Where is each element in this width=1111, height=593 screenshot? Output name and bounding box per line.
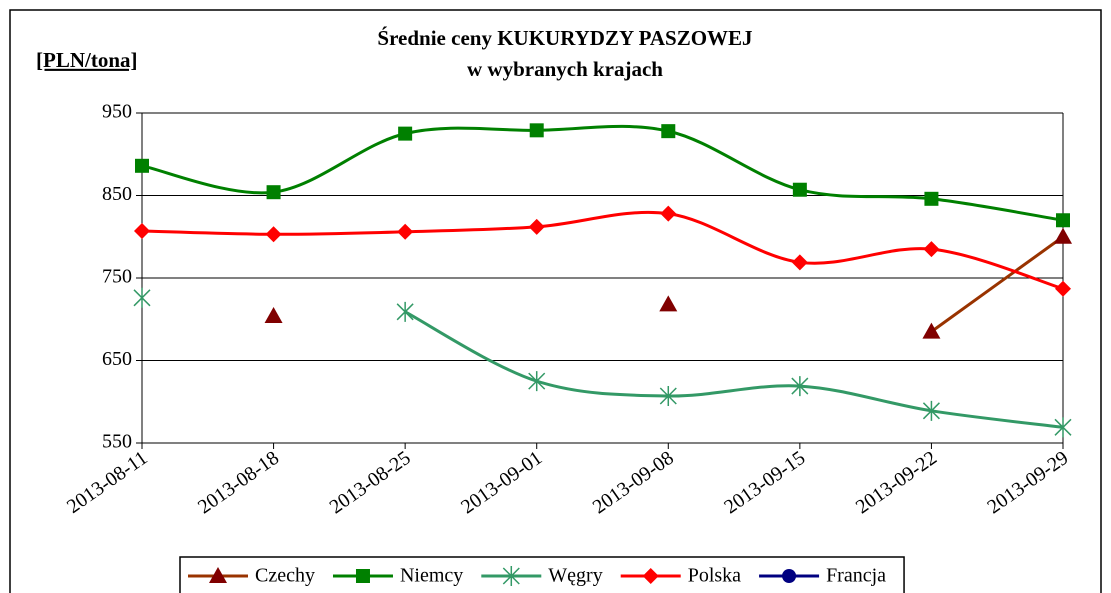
x-tick-label: 2013-08-25 — [326, 447, 415, 519]
x-tick-label: 2013-08-18 — [194, 447, 283, 519]
y-tick-label: 950 — [102, 101, 132, 123]
y-tick-label: 750 — [102, 266, 132, 288]
marker — [266, 185, 281, 200]
marker — [355, 569, 370, 583]
marker — [659, 295, 678, 312]
marker — [659, 385, 677, 406]
series-line — [141, 124, 1064, 222]
x-tick-label: 2013-09-01 — [457, 447, 546, 519]
legend-label: Czechy — [255, 565, 315, 587]
y-axis-label: [PLN/tona] — [36, 48, 138, 72]
y-tick-label: 850 — [102, 183, 132, 205]
marker — [265, 226, 282, 243]
x-tick-label: 2013-09-29 — [983, 447, 1072, 519]
marker — [782, 569, 797, 583]
marker — [133, 287, 151, 308]
marker — [661, 124, 676, 139]
marker — [1054, 417, 1072, 438]
legend-label: Węgry — [548, 565, 602, 587]
marker — [922, 322, 941, 339]
marker — [1054, 227, 1072, 244]
marker — [135, 158, 149, 173]
x-tick-label: 2013-09-08 — [589, 447, 678, 519]
marker — [396, 301, 414, 322]
marker — [1056, 213, 1070, 228]
marker — [398, 126, 413, 141]
series-line — [930, 235, 1064, 333]
marker — [134, 222, 150, 239]
marker — [397, 223, 414, 240]
marker — [924, 191, 939, 206]
marker — [660, 205, 677, 222]
y-tick-label: 650 — [102, 348, 132, 370]
x-tick-label: 2013-08-11 — [63, 447, 151, 518]
series-line — [141, 210, 1064, 291]
marker — [922, 400, 940, 421]
marker — [791, 376, 809, 397]
marker — [528, 218, 545, 235]
marker — [528, 371, 546, 392]
marker — [1055, 280, 1071, 297]
legend: Czechy Niemcy Węgry Polska Francja — [179, 556, 905, 593]
series-line — [404, 310, 1064, 429]
legend-label: Francja — [826, 565, 886, 587]
chart-subtitle: w wybranych krajach — [467, 57, 663, 81]
marker — [264, 306, 283, 323]
marker — [209, 567, 227, 583]
marker — [923, 241, 940, 258]
x-tick-label: 2013-09-15 — [720, 447, 809, 519]
x-tick-label: 2013-09-22 — [852, 447, 941, 519]
chart-title: Średnie ceny KUKURYDZY PASZOWEJ — [377, 26, 752, 50]
y-tick-label: 550 — [102, 431, 132, 453]
legend-label: Polska — [688, 565, 741, 587]
chart-frame — [9, 9, 1102, 593]
marker — [502, 566, 520, 586]
legend-label: Niemcy — [400, 565, 463, 587]
marker — [529, 123, 544, 138]
marker — [642, 568, 659, 584]
marker — [792, 182, 807, 197]
marker — [791, 254, 808, 271]
